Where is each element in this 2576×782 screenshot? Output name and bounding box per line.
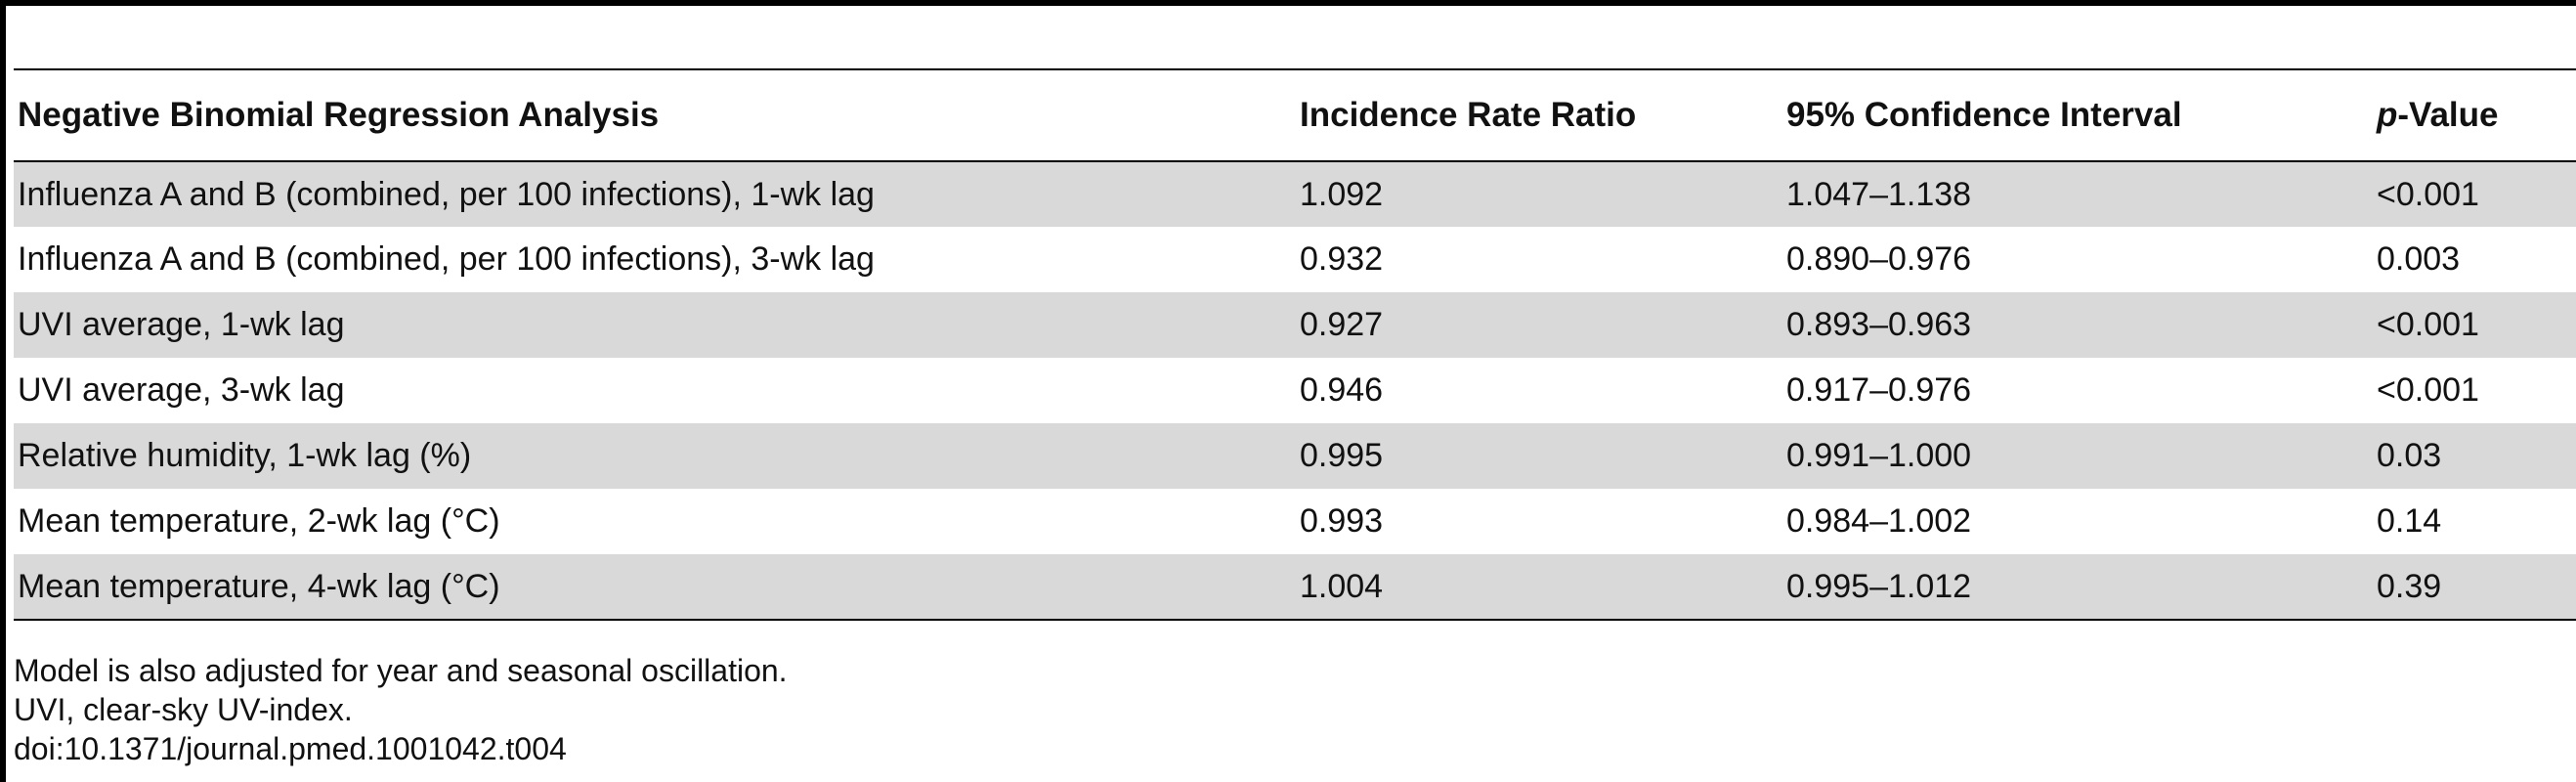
row-ci: 0.995–1.012 [1782, 554, 2373, 621]
row-ci: 1.047–1.138 [1782, 161, 2373, 227]
row-ci: 0.917–0.976 [1782, 358, 2373, 423]
row-p-value: 0.03 [2373, 423, 2576, 489]
header-row: Negative Binomial Regression Analysis In… [14, 68, 2576, 162]
table-body: Influenza A and B (combined, per 100 inf… [14, 161, 2576, 621]
row-p-value: <0.001 [2373, 358, 2576, 423]
table-row: Mean temperature, 4-wk lag (°C) 1.004 0.… [14, 554, 2576, 621]
row-irr: 0.946 [1296, 358, 1782, 423]
table-row: Mean temperature, 2-wk lag (°C) 0.993 0.… [14, 489, 2576, 554]
header-p-suffix: -Value [2397, 96, 2499, 134]
row-irr: 0.927 [1296, 292, 1782, 358]
left-border [0, 0, 6, 782]
header-p-value: p-Value [2373, 68, 2576, 162]
row-p-value: 0.003 [2373, 227, 2576, 292]
row-ci: 0.991–1.000 [1782, 423, 2373, 489]
header-confidence-interval: 95% Confidence Interval [1782, 68, 2373, 162]
header-incidence-rate-ratio: Incidence Rate Ratio [1296, 68, 1782, 162]
top-border [0, 0, 2576, 6]
footnote-uvi-definition: UVI, clear-sky UV-index. [14, 692, 353, 727]
table-row: Influenza A and B (combined, per 100 inf… [14, 227, 2576, 292]
table-footnotes: Model is also adjusted for year and seas… [14, 651, 788, 768]
row-label: Mean temperature, 2-wk lag (°C) [14, 489, 1296, 554]
row-p-value: <0.001 [2373, 292, 2576, 358]
footnote-doi: doi:10.1371/journal.pmed.1001042.t004 [14, 731, 567, 766]
row-ci: 0.893–0.963 [1782, 292, 2373, 358]
table-row: Influenza A and B (combined, per 100 inf… [14, 161, 2576, 227]
table-row: UVI average, 3-wk lag 0.946 0.917–0.976 … [14, 358, 2576, 423]
table-row: Relative humidity, 1-wk lag (%) 0.995 0.… [14, 423, 2576, 489]
header-p-letter: p [2377, 96, 2398, 134]
row-irr: 0.932 [1296, 227, 1782, 292]
row-label: UVI average, 3-wk lag [14, 358, 1296, 423]
row-p-value: 0.14 [2373, 489, 2576, 554]
row-irr: 1.092 [1296, 161, 1782, 227]
table-row: UVI average, 1-wk lag 0.927 0.893–0.963 … [14, 292, 2576, 358]
row-irr: 1.004 [1296, 554, 1782, 621]
row-ci: 0.984–1.002 [1782, 489, 2373, 554]
header-analysis: Negative Binomial Regression Analysis [14, 68, 1296, 162]
row-irr: 0.995 [1296, 423, 1782, 489]
row-label: Mean temperature, 4-wk lag (°C) [14, 554, 1296, 621]
row-label: UVI average, 1-wk lag [14, 292, 1296, 358]
footnote-adjustment: Model is also adjusted for year and seas… [14, 653, 788, 688]
table-header: Negative Binomial Regression Analysis In… [14, 68, 2576, 162]
row-ci: 0.890–0.976 [1782, 227, 2373, 292]
row-label: Relative humidity, 1-wk lag (%) [14, 423, 1296, 489]
row-irr: 0.993 [1296, 489, 1782, 554]
row-label: Influenza A and B (combined, per 100 inf… [14, 227, 1296, 292]
regression-table: Negative Binomial Regression Analysis In… [14, 68, 2576, 621]
row-p-value: 0.39 [2373, 554, 2576, 621]
row-p-value: <0.001 [2373, 161, 2576, 227]
row-label: Influenza A and B (combined, per 100 inf… [14, 161, 1296, 227]
regression-table-container: Negative Binomial Regression Analysis In… [14, 68, 2576, 621]
